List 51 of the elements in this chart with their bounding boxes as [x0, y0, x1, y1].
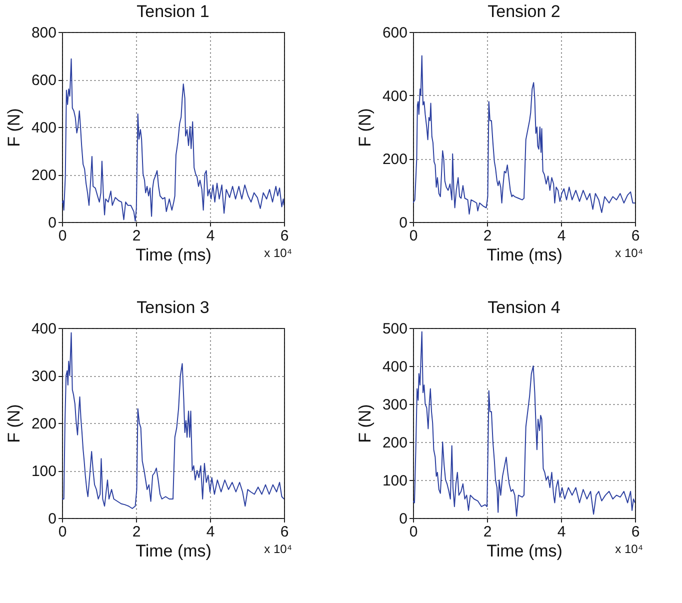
x-tick-label: 6	[631, 524, 640, 540]
y-tick-label: 200	[382, 434, 408, 452]
y-tick-label: 600	[31, 72, 56, 89]
x-tick-label: 2	[132, 228, 141, 244]
y-tick-label: 200	[31, 167, 56, 184]
y-tick-label: 0	[399, 214, 408, 232]
y-tick-label: 500	[382, 320, 408, 338]
x-tick-label: 2	[132, 524, 141, 540]
y-tick-label: 0	[399, 510, 408, 528]
x-tick-label: 4	[557, 228, 566, 244]
y-tick-label: 100	[31, 463, 56, 480]
y-tick-label: 600	[382, 24, 408, 42]
x-tick-label: 2	[483, 524, 492, 540]
y-tick-label: 400	[382, 358, 408, 376]
chart-title: Tension 2	[488, 2, 560, 21]
line-series	[413, 331, 635, 517]
x-tick-label: 2	[483, 228, 492, 244]
y-tick-label: 0	[48, 510, 56, 528]
x-tick-label: 4	[206, 228, 215, 244]
line-series	[62, 332, 284, 509]
chart-title: Tension 4	[488, 298, 560, 317]
y-tick-label: 400	[31, 120, 56, 136]
line-series	[413, 55, 635, 215]
x-axis-title: Time (ms)	[136, 246, 212, 264]
y-tick-label: 400	[31, 320, 56, 338]
x-tick-label: 6	[631, 228, 640, 244]
y-axis-title: F (N)	[355, 108, 374, 147]
y-tick-label: 200	[31, 416, 56, 432]
text: x 10⁴	[264, 246, 292, 260]
chart-title: Tension 1	[136, 2, 210, 21]
y-tick-label: 0	[48, 214, 56, 232]
y-tick-label: 300	[31, 368, 56, 385]
text: x 10⁴	[264, 542, 292, 556]
x-tick-label: 6	[280, 524, 289, 540]
x-axis-title: Time (ms)	[136, 542, 212, 560]
x-axis-title: Time (ms)	[486, 542, 562, 560]
y-tick-label: 400	[382, 88, 408, 105]
x-tick-label: 4	[206, 524, 215, 540]
x-tick-label: 6	[280, 228, 289, 244]
text: x 10⁴	[615, 542, 643, 556]
y-tick-label: 100	[382, 472, 408, 490]
text: x 10⁴	[615, 246, 643, 260]
y-tick-label: 200	[382, 151, 408, 168]
chart-title: Tension 3	[136, 298, 210, 317]
x-axis-title: Time (ms)	[486, 246, 562, 264]
y-tick-label: 800	[31, 24, 56, 42]
y-axis-title: F (N)	[355, 404, 374, 443]
x-tick-label: 4	[557, 524, 566, 540]
y-axis-title: F (N)	[4, 404, 24, 443]
y-axis-title: F (N)	[4, 108, 24, 147]
y-tick-label: 300	[382, 396, 408, 414]
